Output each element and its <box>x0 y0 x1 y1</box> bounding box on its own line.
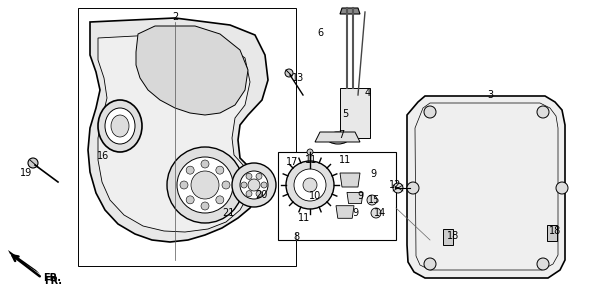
Polygon shape <box>340 8 360 14</box>
Bar <box>278 152 396 240</box>
Text: 12: 12 <box>389 180 401 190</box>
Ellipse shape <box>98 100 142 152</box>
Text: 4: 4 <box>365 88 371 98</box>
Text: 9: 9 <box>352 208 358 218</box>
Circle shape <box>222 181 230 189</box>
Circle shape <box>248 179 260 191</box>
Circle shape <box>180 181 188 189</box>
Ellipse shape <box>327 132 349 144</box>
Ellipse shape <box>105 108 135 144</box>
Text: 18: 18 <box>549 226 561 236</box>
Ellipse shape <box>111 115 129 137</box>
Text: 11: 11 <box>305 155 317 165</box>
Polygon shape <box>136 26 248 115</box>
Text: FR.: FR. <box>43 273 61 283</box>
Circle shape <box>256 173 262 179</box>
Text: 17: 17 <box>286 157 298 167</box>
Circle shape <box>367 195 377 205</box>
Circle shape <box>286 161 334 209</box>
Text: 10: 10 <box>309 191 321 201</box>
Circle shape <box>201 160 209 168</box>
Text: 11: 11 <box>298 213 310 223</box>
Circle shape <box>537 258 549 270</box>
Polygon shape <box>336 206 354 218</box>
Circle shape <box>201 202 209 210</box>
Text: 18: 18 <box>447 231 459 241</box>
Circle shape <box>186 196 194 204</box>
Text: 8: 8 <box>293 232 299 242</box>
Circle shape <box>186 166 194 174</box>
Polygon shape <box>340 173 360 187</box>
Circle shape <box>303 178 317 192</box>
Circle shape <box>537 106 549 118</box>
Circle shape <box>261 182 267 188</box>
Bar <box>443 229 453 245</box>
Polygon shape <box>347 192 363 203</box>
Polygon shape <box>315 132 360 142</box>
Text: 19: 19 <box>20 168 32 178</box>
Text: 9: 9 <box>357 191 363 201</box>
Circle shape <box>240 171 268 199</box>
Circle shape <box>246 191 252 197</box>
Ellipse shape <box>331 135 345 141</box>
Circle shape <box>556 182 568 194</box>
Polygon shape <box>8 250 40 274</box>
Text: 20: 20 <box>255 190 267 200</box>
Circle shape <box>393 183 403 193</box>
Text: 21: 21 <box>222 208 234 218</box>
Circle shape <box>246 173 252 179</box>
Polygon shape <box>98 34 250 232</box>
Circle shape <box>216 196 224 204</box>
Text: 11: 11 <box>339 155 351 165</box>
Circle shape <box>256 191 262 197</box>
Circle shape <box>424 258 436 270</box>
Bar <box>547 225 557 241</box>
Circle shape <box>241 182 247 188</box>
Polygon shape <box>407 96 565 278</box>
Circle shape <box>307 149 313 155</box>
Text: 7: 7 <box>338 130 344 140</box>
Polygon shape <box>88 18 268 242</box>
Circle shape <box>191 171 219 199</box>
Circle shape <box>232 163 276 207</box>
Text: 13: 13 <box>292 73 304 83</box>
Text: 9: 9 <box>370 169 376 179</box>
Circle shape <box>167 147 243 223</box>
Text: 14: 14 <box>374 208 386 218</box>
Circle shape <box>177 157 233 213</box>
Text: FR.: FR. <box>44 276 62 286</box>
Circle shape <box>285 69 293 77</box>
Text: 16: 16 <box>97 151 109 161</box>
Text: 6: 6 <box>317 28 323 38</box>
Text: 5: 5 <box>342 109 348 119</box>
Text: 2: 2 <box>172 12 178 22</box>
Circle shape <box>371 208 381 218</box>
Circle shape <box>28 158 38 168</box>
Circle shape <box>424 106 436 118</box>
Circle shape <box>294 169 326 201</box>
Bar <box>78 8 296 266</box>
Circle shape <box>216 166 224 174</box>
Circle shape <box>407 182 419 194</box>
Text: 15: 15 <box>368 195 380 205</box>
Text: 3: 3 <box>487 90 493 100</box>
Bar <box>340 88 370 138</box>
